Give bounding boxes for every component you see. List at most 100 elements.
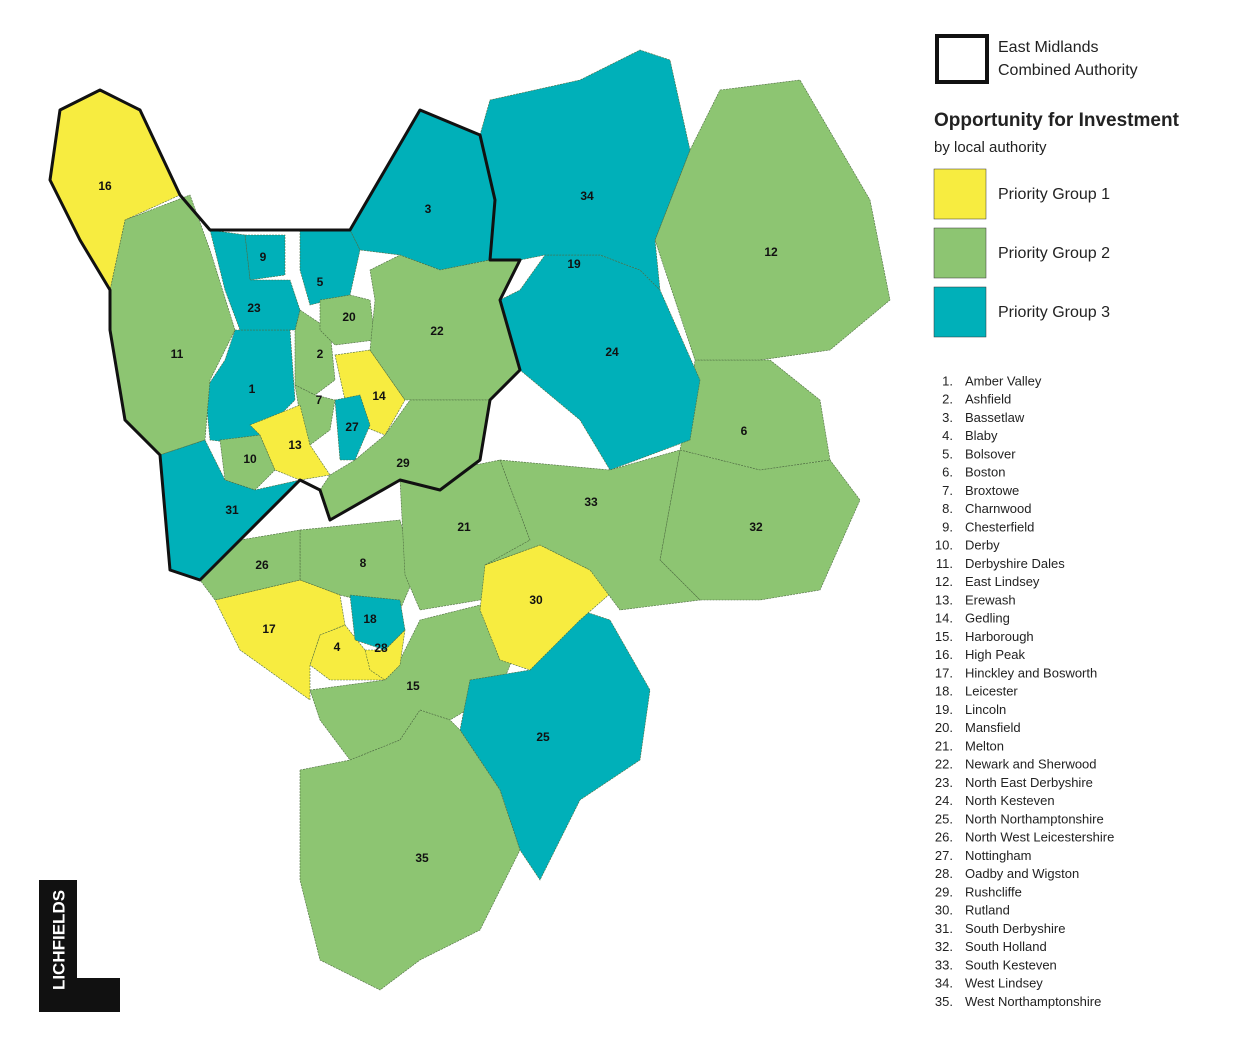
list-number: 20.	[935, 720, 953, 735]
region-label: 15	[406, 679, 420, 693]
list-name: Hinckley and Bosworth	[965, 665, 1097, 680]
list-number: 2.	[942, 392, 953, 407]
region-label: 35	[415, 851, 429, 865]
list-name: Lincoln	[965, 702, 1006, 717]
list-name: North East Derbyshire	[965, 775, 1093, 790]
list-number: 1.	[942, 373, 953, 388]
region	[199, 529, 301, 601]
region-label: 33	[584, 495, 598, 509]
list-number: 29.	[935, 884, 953, 899]
legend-boundary-label: East Midlands	[998, 39, 1099, 56]
list-name: West Lindsey	[965, 976, 1043, 991]
region-label: 10	[243, 452, 257, 466]
region	[479, 49, 691, 291]
region-label: 7	[316, 393, 323, 407]
list-number: 13.	[935, 592, 953, 607]
list-number: 33.	[935, 957, 953, 972]
list-name: Leicester	[965, 684, 1018, 699]
list-number: 10.	[935, 538, 953, 553]
list-number: 6.	[942, 465, 953, 480]
region	[299, 229, 361, 306]
combined-authority-boundary	[48, 88, 522, 582]
list-number: 22.	[935, 757, 953, 772]
legend-title: Opportunity for Investment	[934, 110, 1180, 131]
list-number: 14.	[935, 611, 953, 626]
region-label: 9	[260, 250, 267, 264]
region	[249, 404, 331, 481]
legend-swatch	[933, 227, 987, 279]
region-label: 19	[567, 257, 581, 271]
list-name: Gedling	[965, 611, 1010, 626]
region	[499, 254, 701, 471]
region-label: 29	[396, 456, 410, 470]
list-number: 24.	[935, 793, 953, 808]
list-name: Chesterfield	[965, 519, 1034, 534]
region-label: 20	[342, 310, 356, 324]
list-name: Broxtowe	[965, 483, 1019, 498]
region-label: 11	[171, 347, 184, 361]
region-label: 4	[334, 640, 341, 654]
region-label: 28	[374, 641, 388, 655]
region-label: 23	[247, 301, 261, 315]
region-label: 26	[255, 558, 269, 572]
region	[369, 254, 521, 401]
legend-label: Priority Group 2	[998, 245, 1110, 262]
list-name: Derby	[965, 538, 1000, 553]
list-name: South Holland	[965, 939, 1047, 954]
region-label: 32	[749, 520, 763, 534]
region-label: 18	[363, 612, 377, 626]
region	[219, 434, 276, 491]
list-number: 35.	[935, 994, 953, 1009]
list-name: Derbyshire Dales	[965, 556, 1065, 571]
region-label: 5	[317, 275, 324, 289]
list-number: 28.	[935, 866, 953, 881]
region	[364, 629, 406, 681]
region-label: 3	[425, 202, 432, 216]
list-name: Mansfield	[965, 720, 1021, 735]
list-name: Bolsover	[965, 446, 1016, 461]
region	[479, 544, 621, 671]
list-name: Bassetlaw	[965, 410, 1025, 425]
list-name: High Peak	[965, 647, 1025, 662]
list-number: 3.	[942, 410, 953, 425]
region-label: 13	[288, 438, 302, 452]
region-label: 30	[529, 593, 543, 607]
map-regions	[49, 49, 891, 991]
legend: Priority Group 1 Priority Group 2 Priority…	[933, 168, 1110, 338]
region-label: 16	[98, 179, 112, 193]
list-number: 34.	[935, 976, 953, 991]
list-name: Erewash	[965, 592, 1016, 607]
list-name: North West Leicestershire	[965, 830, 1114, 845]
region-label: 22	[430, 324, 444, 338]
list-number: 19.	[935, 702, 953, 717]
region-label: 2	[317, 347, 324, 361]
list-name: East Lindsey	[965, 574, 1040, 589]
list-name: South Derbyshire	[965, 921, 1065, 936]
list-number: 26.	[935, 830, 953, 845]
list-name: Amber Valley	[965, 373, 1042, 388]
list-number: 12.	[935, 574, 953, 589]
region	[214, 579, 346, 701]
region-label: 1	[249, 382, 256, 396]
boundary-swatch	[935, 34, 989, 84]
region-labels: 1234567891011121314151617181920212223242…	[98, 179, 778, 865]
legend-label: Priority Group 1	[998, 186, 1110, 203]
region-label: 6	[741, 424, 748, 438]
legend-subtitle: by local authority	[934, 139, 1047, 156]
list-number: 9.	[942, 519, 953, 534]
list-number: 31.	[935, 921, 953, 936]
list-name: North Northamptonshire	[965, 811, 1104, 826]
list-number: 18.	[935, 684, 953, 699]
list-name: South Kesteven	[965, 957, 1057, 972]
list-name: Nottingham	[965, 848, 1031, 863]
authority-list: 1. Amber Valley 2. Ashfield 3. Bassetlaw 4. Bla…	[935, 373, 1114, 1009]
logo: LICHFIELDS	[49, 890, 68, 990]
region-label: 31	[225, 503, 239, 517]
list-number: 27.	[935, 848, 953, 863]
list-number: 11.	[936, 556, 953, 571]
list-number: 30.	[935, 903, 953, 918]
region-label: 24	[605, 345, 619, 359]
legend-swatch	[933, 286, 987, 338]
logo-foot	[39, 978, 120, 1012]
